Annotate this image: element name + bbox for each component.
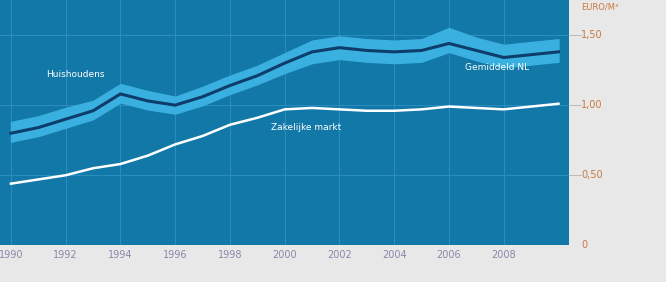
Text: EURO/M³: EURO/M³ [581,3,619,12]
Text: 1,00: 1,00 [581,100,603,110]
Text: Huishoudens: Huishoudens [47,70,105,79]
Text: Gemiddeld NL: Gemiddeld NL [466,63,529,72]
Text: 1,50: 1,50 [581,30,603,40]
Text: Zakelijke markt: Zakelijke markt [271,123,341,132]
Text: 0: 0 [581,240,587,250]
Text: 0,50: 0,50 [581,170,603,180]
